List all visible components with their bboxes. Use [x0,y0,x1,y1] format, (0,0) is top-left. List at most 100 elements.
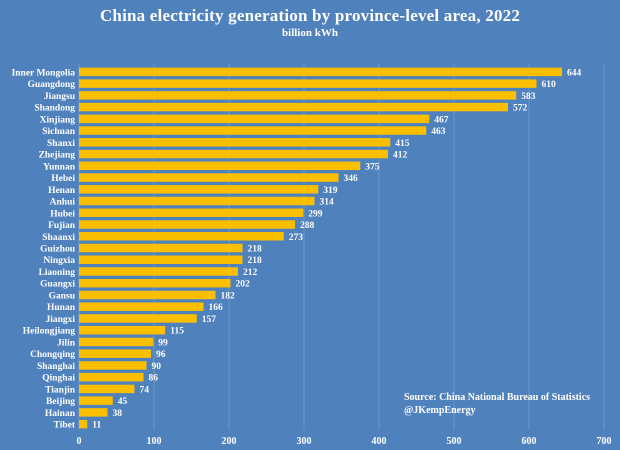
bar [79,114,430,124]
bar [79,220,295,229]
data-label: 202 [236,280,251,290]
y-tick-label: Hunan [47,303,76,313]
data-label: 99 [158,338,168,348]
data-label: 74 [140,385,150,395]
bar [79,396,113,405]
bar [79,67,562,77]
y-tick-label: Liaoning [39,268,76,278]
bar [79,102,508,112]
bar [79,419,88,429]
y-tick-label: Hebei [51,174,75,184]
bar [79,361,147,370]
author-handle: @JKempEnergy [404,405,476,416]
x-tick-label: 600 [522,436,537,447]
data-label: 182 [221,291,236,301]
chart-subtitle: billion kWh [282,27,338,39]
data-label: 467 [434,115,449,125]
data-label: 218 [248,256,263,266]
y-tick-label: Henan [48,186,76,196]
bar [79,208,304,218]
bar [79,290,216,300]
x-tick-label: 100 [147,436,162,447]
y-tick-label: Tibet [54,421,76,431]
data-label: 38 [113,409,123,419]
bar [79,325,166,335]
y-tick-label: Gansu [49,291,76,301]
bar [79,278,231,288]
data-label: 415 [395,139,410,149]
x-tick-label: 700 [597,436,612,447]
data-label: 218 [248,245,263,255]
data-label: 212 [243,268,258,278]
bar [79,302,204,311]
bar [79,314,197,323]
data-label: 96 [156,350,166,360]
y-tick-label: Heilongjiang [23,327,76,337]
y-tick-label: Shanxi [47,139,75,149]
y-tick-label: Yunnan [43,162,76,172]
y-tick-label: Jiangsu [44,92,76,102]
y-tick-label: Inner Mongolia [12,68,76,78]
bar [79,138,391,147]
x-tick-label: 200 [222,436,237,447]
bar [79,267,238,276]
y-tick-label: Guangxi [40,280,75,290]
bar [79,243,243,253]
x-tick-label: 500 [447,436,462,447]
x-tick-label: 400 [372,436,387,447]
data-label: 157 [202,315,217,325]
bar [79,149,388,159]
data-label: 86 [149,374,159,384]
y-tick-label: Guizhou [40,245,76,255]
y-tick-label: Guangdong [27,80,75,90]
bar [79,408,108,417]
y-tick-label: Qinghai [42,374,75,384]
bar [79,91,517,100]
data-label: 115 [170,327,184,337]
y-tick-label: Shandong [34,104,75,114]
bar [79,349,151,358]
data-label: 412 [393,151,408,161]
bar [79,196,315,206]
data-label: 375 [365,162,380,172]
bar [79,161,361,171]
y-tick-label: Chongqing [30,350,75,360]
y-tick-label: Shaanxi [42,233,75,243]
y-tick-label: Jilin [57,338,76,348]
y-tick-label: Jiangxi [45,315,75,325]
data-label: 45 [118,397,128,407]
bar [79,173,339,182]
data-label: 314 [320,198,335,208]
data-label: 463 [431,127,446,137]
bar [79,384,135,394]
data-label: 319 [323,186,338,196]
bar [79,337,154,347]
source-note: Source: China National Bureau of Statist… [404,391,590,417]
y-tick-label: Shanghai [37,362,75,372]
data-label: 644 [567,68,582,78]
y-tick-label: Zhejiang [39,151,76,161]
y-tick-label: Xinjiang [40,115,76,125]
data-label: 583 [521,92,536,102]
bar [79,79,537,88]
y-tick-label: Hainan [45,409,76,419]
y-tick-label: Beijing [46,397,75,407]
y-tick-label: Anhui [50,198,76,208]
data-label: 90 [152,362,162,372]
data-label: 166 [209,303,224,313]
chart-title: China electricity generation by province… [99,6,521,25]
bar [79,255,243,264]
bar [79,232,284,241]
y-tick-label: Tianjin [45,385,76,395]
data-label: 346 [344,174,359,184]
bar [79,185,319,194]
data-label: 299 [308,209,323,219]
x-tick-label: 0 [77,436,82,447]
bar [79,126,427,135]
source-line: Source: China National Bureau of Statist… [404,392,591,403]
data-label: 273 [289,233,304,243]
y-tick-label: Ningxia [43,256,75,266]
data-label: 288 [300,221,315,231]
